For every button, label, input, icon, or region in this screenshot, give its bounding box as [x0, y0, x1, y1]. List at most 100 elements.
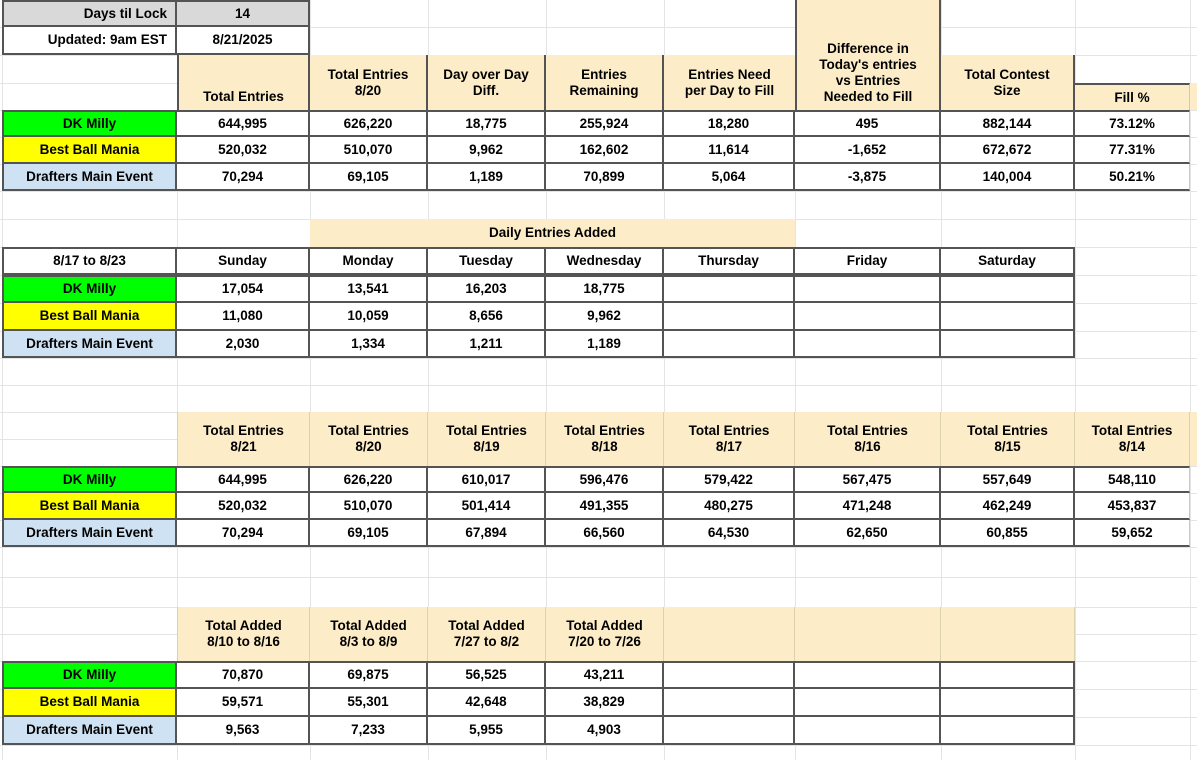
t1-header-fill-pct[interactable]: Fill %: [1075, 83, 1190, 110]
t4-empty-r0-c6[interactable]: [941, 661, 1075, 689]
t3-value-r2-c2[interactable]: 67,894: [428, 520, 546, 547]
t2-empty-r2-c4[interactable]: [664, 331, 795, 358]
t1-header-total-entries[interactable]: Total Entries: [177, 55, 310, 110]
t1-header-total-contest-size[interactable]: Total Contest Size: [941, 55, 1075, 110]
t1-header-difference[interactable]: Difference in Today's entries vs Entries…: [795, 0, 941, 110]
t3-header-total-entries-8-18[interactable]: Total Entries 8/18: [546, 412, 664, 466]
t1-header-total-entries-8-20[interactable]: Total Entries 8/20: [310, 55, 428, 110]
t2-empty-r0-c6[interactable]: [941, 275, 1075, 303]
t1-value-r0-c6[interactable]: 882,144: [941, 110, 1075, 137]
t4-empty-r0-c4[interactable]: [664, 661, 795, 689]
t3-header-total-entries-8-16[interactable]: Total Entries 8/16: [795, 412, 941, 466]
row-label-drafters-main-event[interactable]: Drafters Main Event: [2, 520, 177, 547]
t3-value-r1-c0[interactable]: 520,032: [177, 493, 310, 520]
t1-value-r0-c5[interactable]: 495: [795, 110, 941, 137]
t2-value-r1-c3[interactable]: 9,962: [546, 303, 664, 331]
t4-value-r1-c1[interactable]: 55,301: [310, 689, 428, 717]
row-label-best-ball-mania[interactable]: Best Ball Mania: [2, 493, 177, 520]
t2-empty-r2-c5[interactable]: [795, 331, 941, 358]
t2-header-week-range[interactable]: 8/17 to 8/23: [2, 247, 177, 275]
t4-header-total-added-7-27-to-8-2[interactable]: Total Added 7/27 to 8/2: [428, 607, 546, 661]
t4-value-r1-c3[interactable]: 38,829: [546, 689, 664, 717]
row-label-drafters-main-event[interactable]: Drafters Main Event: [2, 717, 177, 745]
t4-value-r1-c0[interactable]: 59,571: [177, 689, 310, 717]
t2-empty-r0-c4[interactable]: [664, 275, 795, 303]
t2-header-friday[interactable]: Friday: [795, 247, 941, 275]
t3-header-total-entries-8-21[interactable]: Total Entries 8/21: [177, 412, 310, 466]
t1-value-r0-c4[interactable]: 18,280: [664, 110, 795, 137]
t4-value-r0-c2[interactable]: 56,525: [428, 661, 546, 689]
t4-empty-r2-c4[interactable]: [664, 717, 795, 745]
t1-value-r1-c7[interactable]: 77.31%: [1075, 137, 1190, 164]
t1-value-r2-c5[interactable]: -3,875: [795, 164, 941, 191]
t4-header-total-added-7-20-to-7-26[interactable]: Total Added 7/20 to 7/26: [546, 607, 664, 661]
t2-header-thursday[interactable]: Thursday: [664, 247, 795, 275]
t1-value-r2-c3[interactable]: 70,899: [546, 164, 664, 191]
t2-header-monday[interactable]: Monday: [310, 247, 428, 275]
t2-value-r1-c2[interactable]: 8,656: [428, 303, 546, 331]
t3-value-r2-c4[interactable]: 64,530: [664, 520, 795, 547]
t1-value-r1-c3[interactable]: 162,602: [546, 137, 664, 164]
t4-empty-r1-c4[interactable]: [664, 689, 795, 717]
t2-value-r1-c0[interactable]: 11,080: [177, 303, 310, 331]
t2-value-r0-c0[interactable]: 17,054: [177, 275, 310, 303]
t1-value-r0-c7[interactable]: 73.12%: [1075, 110, 1190, 137]
t3-value-r2-c5[interactable]: 62,650: [795, 520, 941, 547]
t3-value-r1-c2[interactable]: 501,414: [428, 493, 546, 520]
t2-header-saturday[interactable]: Saturday: [941, 247, 1075, 275]
t4-value-r2-c0[interactable]: 9,563: [177, 717, 310, 745]
t4-header-total-added-8-3-to-8-9[interactable]: Total Added 8/3 to 8/9: [310, 607, 428, 661]
t1-value-r2-c6[interactable]: 140,004: [941, 164, 1075, 191]
t3-value-r1-c7[interactable]: 453,837: [1075, 493, 1190, 520]
t4-value-r0-c0[interactable]: 70,870: [177, 661, 310, 689]
t2-header-sunday[interactable]: Sunday: [177, 247, 310, 275]
t4-value-r0-c1[interactable]: 69,875: [310, 661, 428, 689]
t4-value-r0-c3[interactable]: 43,211: [546, 661, 664, 689]
t1-value-r2-c7[interactable]: 50.21%: [1075, 164, 1190, 191]
t3-value-r2-c6[interactable]: 60,855: [941, 520, 1075, 547]
t1-value-r0-c1[interactable]: 626,220: [310, 110, 428, 137]
t2-value-r2-c0[interactable]: 2,030: [177, 331, 310, 358]
t2-empty-r1-c4[interactable]: [664, 303, 795, 331]
t2-value-r1-c1[interactable]: 10,059: [310, 303, 428, 331]
days-til-lock-value-cell[interactable]: 14: [177, 0, 310, 27]
row-label-dk-milly[interactable]: DK Milly: [2, 275, 177, 303]
t2-value-r0-c1[interactable]: 13,541: [310, 275, 428, 303]
t2-value-r2-c1[interactable]: 1,334: [310, 331, 428, 358]
t4-value-r2-c2[interactable]: 5,955: [428, 717, 546, 745]
t4-header-empty-c4[interactable]: [664, 607, 795, 661]
t2-empty-r1-c6[interactable]: [941, 303, 1075, 331]
t3-value-r2-c1[interactable]: 69,105: [310, 520, 428, 547]
t3-value-r0-c5[interactable]: 567,475: [795, 466, 941, 493]
t2-value-r2-c2[interactable]: 1,211: [428, 331, 546, 358]
t2-value-r0-c3[interactable]: 18,775: [546, 275, 664, 303]
t4-header-empty-c6[interactable]: [941, 607, 1075, 661]
t3-value-r1-c3[interactable]: 491,355: [546, 493, 664, 520]
row-label-dk-milly[interactable]: DK Milly: [2, 661, 177, 689]
t1-value-r1-c2[interactable]: 9,962: [428, 137, 546, 164]
t4-empty-r1-c6[interactable]: [941, 689, 1075, 717]
t3-value-r0-c6[interactable]: 557,649: [941, 466, 1075, 493]
t4-empty-r2-c6[interactable]: [941, 717, 1075, 745]
t2-header-wednesday[interactable]: Wednesday: [546, 247, 664, 275]
t3-header-total-entries-8-17[interactable]: Total Entries 8/17: [664, 412, 795, 466]
t1-value-r2-c4[interactable]: 5,064: [664, 164, 795, 191]
t4-value-r2-c1[interactable]: 7,233: [310, 717, 428, 745]
t3-value-r2-c0[interactable]: 70,294: [177, 520, 310, 547]
t1-value-r1-c6[interactable]: 672,672: [941, 137, 1075, 164]
t1-header-entries-need-per-day[interactable]: Entries Need per Day to Fill: [664, 55, 795, 110]
t3-value-r1-c5[interactable]: 471,248: [795, 493, 941, 520]
t1-value-r1-c1[interactable]: 510,070: [310, 137, 428, 164]
row-label-best-ball-mania[interactable]: Best Ball Mania: [2, 303, 177, 331]
t1-value-r2-c2[interactable]: 1,189: [428, 164, 546, 191]
t1-value-r0-c3[interactable]: 255,924: [546, 110, 664, 137]
t1-value-r0-c0[interactable]: 644,995: [177, 110, 310, 137]
t3-value-r2-c3[interactable]: 66,560: [546, 520, 664, 547]
t3-header-total-entries-8-14[interactable]: Total Entries 8/14: [1075, 412, 1190, 466]
row-label-drafters-main-event[interactable]: Drafters Main Event: [2, 331, 177, 358]
t3-header-total-entries-8-19[interactable]: Total Entries 8/19: [428, 412, 546, 466]
t3-value-r1-c6[interactable]: 462,249: [941, 493, 1075, 520]
t1-header-entries-remaining[interactable]: Entries Remaining: [546, 55, 664, 110]
t1-value-r1-c4[interactable]: 11,614: [664, 137, 795, 164]
t3-value-r1-c1[interactable]: 510,070: [310, 493, 428, 520]
